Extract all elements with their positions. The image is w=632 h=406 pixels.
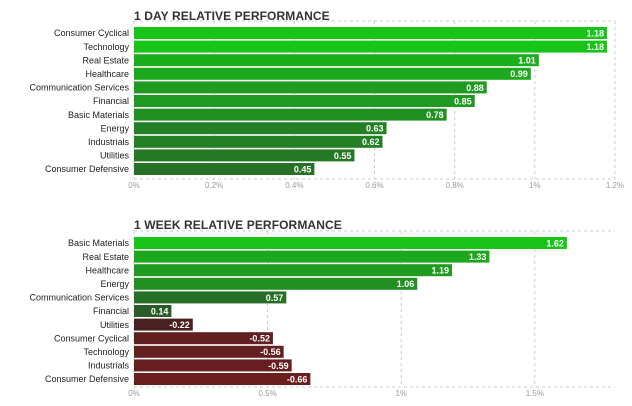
category-label: Healthcare — [85, 69, 129, 79]
data-label: 0.14 — [151, 306, 169, 316]
bar — [134, 122, 387, 135]
tick-label: 1.2% — [606, 181, 624, 190]
category-label: Real Estate — [82, 252, 129, 262]
bar — [134, 54, 539, 67]
category-label: Communication Services — [29, 293, 129, 303]
x-axis: 0% 0.5% 1% 1.5% — [128, 389, 544, 398]
category-label: Consumer Defensive — [45, 374, 129, 384]
data-label: 0.88 — [466, 83, 484, 93]
data-label: 0.57 — [266, 293, 284, 303]
data-label: 0.55 — [334, 151, 352, 161]
category-label: Financial — [93, 96, 129, 106]
bar — [134, 277, 418, 290]
bars: Consumer Cyclical 1.18 Technology 1.18 Real … — [29, 27, 607, 175]
data-label: 0.78 — [426, 110, 444, 120]
tick-label: 0.2% — [205, 181, 223, 190]
data-label: 0.63 — [366, 124, 384, 134]
bar — [134, 40, 607, 53]
data-label: 1.06 — [397, 279, 415, 289]
tick-label: 0.4% — [285, 181, 303, 190]
category-label: Industrials — [88, 361, 130, 371]
bar — [134, 108, 447, 121]
chart-1week: 1 WEEK RELATIVE PERFORMANCE 0% 0.5% 1% 1.5%… — [0, 208, 632, 406]
data-label: 1.62 — [546, 238, 564, 248]
bar — [134, 264, 452, 277]
data-label: -0.22 — [169, 320, 190, 330]
bar — [134, 237, 567, 249]
category-label: Technology — [83, 42, 129, 52]
data-label: 0.85 — [454, 96, 472, 106]
chart-title: 1 WEEK RELATIVE PERFORMANCE — [134, 218, 342, 232]
tick-label: 1.5% — [526, 389, 544, 398]
chart-title: 1 DAY RELATIVE PERFORMANCE — [134, 9, 330, 23]
data-label: 1.01 — [518, 56, 536, 66]
tick-label: 1% — [395, 389, 407, 398]
bar — [134, 27, 607, 39]
chart-1day: 1 DAY RELATIVE PERFORMANCE 0% 0.2% 0.4% 0.6… — [0, 0, 632, 200]
category-label: Financial — [93, 306, 129, 316]
category-label: Energy — [100, 123, 129, 133]
category-label: Consumer Defensive — [45, 164, 129, 174]
bar — [134, 67, 531, 80]
bar — [134, 250, 490, 263]
bar — [134, 345, 284, 358]
category-label: Industrials — [88, 137, 130, 147]
category-label: Energy — [100, 279, 129, 289]
bar — [134, 81, 487, 94]
bar — [134, 373, 311, 385]
bar — [134, 332, 273, 345]
bar — [134, 318, 193, 331]
data-label: 1.18 — [586, 28, 604, 38]
category-label: Utilities — [100, 151, 130, 161]
bar — [134, 135, 383, 148]
tick-label: 0% — [128, 389, 140, 398]
data-label: 1.18 — [586, 42, 604, 52]
tick-label: 1% — [529, 181, 541, 190]
bar — [134, 291, 287, 304]
category-label: Healthcare — [85, 265, 129, 275]
category-label: Basic Materials — [68, 238, 130, 248]
tick-label: 0% — [128, 181, 140, 190]
data-label: 0.62 — [362, 137, 380, 147]
bar — [134, 359, 292, 372]
data-label: -0.56 — [260, 347, 281, 357]
category-label: Basic Materials — [68, 110, 130, 120]
category-label: Consumer Cyclical — [54, 28, 129, 38]
bar — [134, 305, 172, 317]
bar — [134, 149, 355, 162]
chart-svg: 0% 0.5% 1% 1.5% Basic Materials 1.62 Real Esta… — [29, 230, 615, 398]
category-label: Consumer Cyclical — [54, 333, 129, 343]
bar — [134, 95, 475, 107]
category-label: Technology — [83, 347, 129, 357]
bar — [134, 163, 315, 175]
data-label: 0.99 — [510, 69, 528, 79]
chart-svg: 0% 0.2% 0.4% 0.6% 0.8% 1% 1.2% Consumer Cyclica… — [29, 20, 624, 190]
x-axis: 0% 0.2% 0.4% 0.6% 0.8% 1% 1.2% — [128, 181, 624, 190]
data-label: -0.52 — [249, 334, 270, 344]
bars: Basic Materials 1.62 Real Estate 1.33 Health… — [29, 237, 567, 385]
data-label: 1.19 — [431, 266, 449, 276]
data-label: 0.45 — [294, 164, 312, 174]
category-label: Real Estate — [82, 55, 129, 65]
tick-label: 0.6% — [365, 181, 383, 190]
data-label: 1.33 — [469, 252, 487, 262]
data-label: -0.59 — [268, 361, 289, 371]
category-label: Utilities — [100, 320, 130, 330]
tick-label: 0.8% — [446, 181, 464, 190]
data-label: -0.66 — [287, 374, 308, 384]
category-label: Communication Services — [29, 83, 129, 93]
tick-label: 0.5% — [258, 389, 276, 398]
